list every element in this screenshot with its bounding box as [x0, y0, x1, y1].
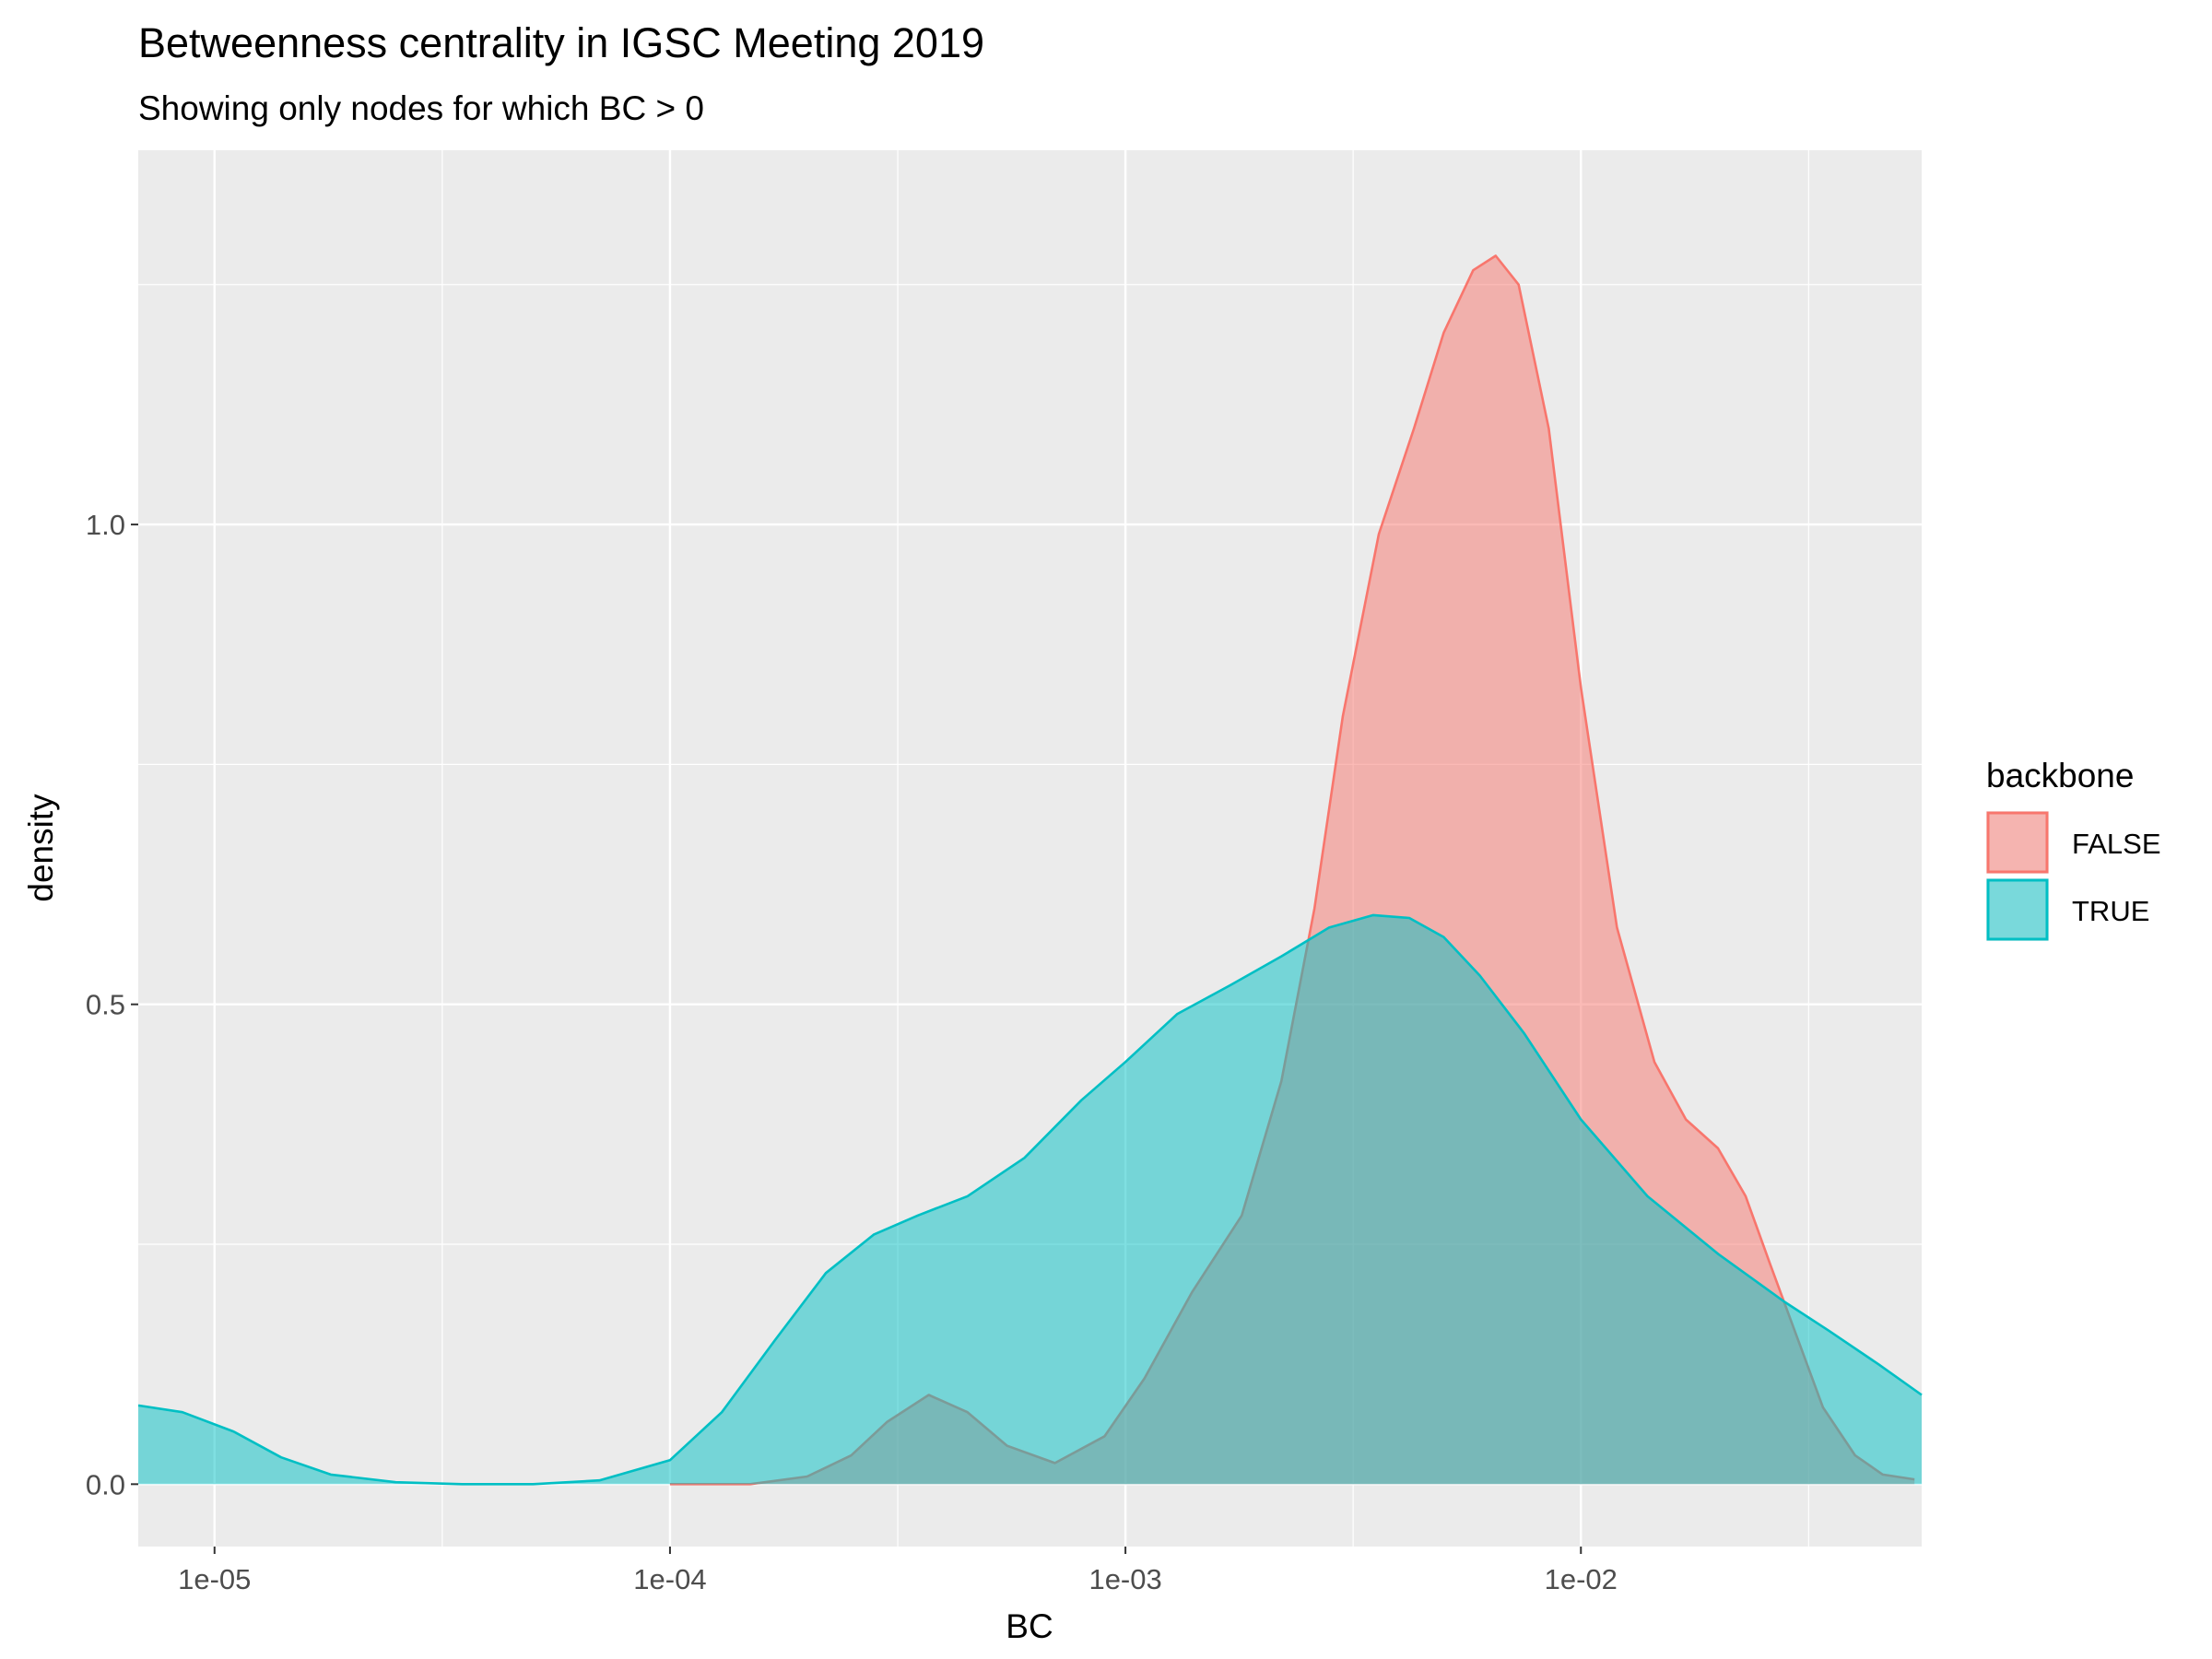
legend-key-false [1986, 811, 2049, 874]
x-tick-label: 1e-02 [1545, 1563, 1618, 1595]
legend-label: TRUE [2072, 895, 2149, 927]
y-axis-label: density [22, 794, 60, 902]
legend-title: backbone [1986, 757, 2134, 794]
legend-key-true [1986, 878, 2049, 941]
legend-label: FALSE [2072, 828, 2161, 860]
density-line-true [137, 913, 1923, 1486]
x-tick-label: 1e-03 [1088, 1563, 1161, 1595]
y-tick-label: 0.5 [86, 989, 125, 1021]
x-tick-label: 1e-04 [633, 1563, 706, 1595]
density-areas [137, 254, 1923, 1486]
x-axis-label: BC [1006, 1607, 1053, 1645]
y-tick-label: 0.0 [86, 1468, 125, 1500]
x-tick-label: 1e-05 [178, 1563, 251, 1595]
legend: backbone FALSE TRUE [1986, 757, 2161, 941]
chart-title: Betweenness centrality in IGSC Meeting 2… [138, 19, 984, 66]
chart-subtitle: Showing only nodes for which BC > 0 [138, 89, 704, 127]
y-axis-ticks: 0.0 0.5 1.0 [86, 509, 138, 1500]
y-tick-label: 1.0 [86, 509, 125, 541]
density-fill-true [138, 914, 1922, 1485]
x-axis-ticks: 1e-05 1e-04 1e-03 1e-02 [178, 1547, 1618, 1595]
